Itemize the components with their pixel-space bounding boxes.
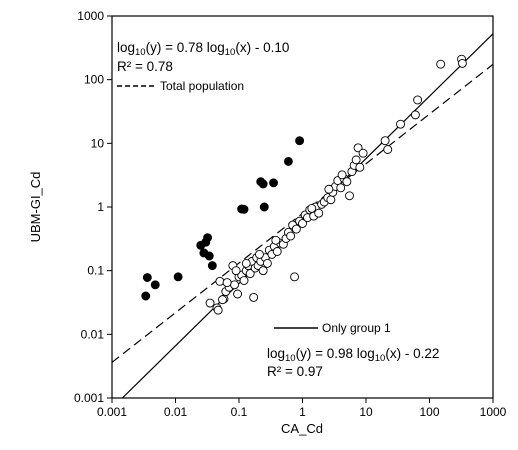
point-open [272, 247, 282, 256]
y-tick-label: 1 [97, 200, 104, 214]
point-open [355, 162, 365, 172]
point-open [205, 298, 215, 308]
point-filled [295, 136, 305, 146]
point-open [345, 191, 354, 201]
point-open [290, 272, 300, 282]
point-open [358, 148, 368, 158]
point-open [342, 177, 352, 187]
point-open [245, 269, 255, 279]
point-open [410, 110, 420, 120]
point-open [326, 195, 336, 205]
x-tick-label: 0.1 [231, 405, 248, 419]
axis-ticks [107, 15, 494, 403]
point-open [336, 183, 346, 193]
point-filled [259, 202, 269, 212]
point-open [258, 266, 268, 276]
point-open [457, 58, 467, 68]
point-open [337, 170, 347, 180]
point-open [286, 231, 296, 241]
y-tick-label: 0.01 [81, 327, 105, 341]
point-open [396, 119, 405, 129]
point-open [314, 208, 324, 218]
point-open [231, 266, 241, 276]
point-open [215, 276, 225, 286]
point-filled [283, 156, 293, 166]
point-filled [204, 251, 214, 261]
point-open [262, 258, 272, 268]
group1-legend-label: Only group 1 [322, 321, 391, 335]
y-tick-label: 1000 [77, 9, 104, 23]
point-open [383, 145, 393, 154]
x-axis-title: CA_Cd [281, 421, 323, 436]
point-open [218, 295, 227, 305]
point-open [255, 249, 264, 259]
point-filled [269, 178, 278, 188]
point-open [307, 203, 317, 213]
x-tick-label: 1 [299, 405, 306, 419]
point-open [413, 95, 423, 105]
point-open [291, 224, 301, 234]
point-open [380, 136, 390, 146]
point-open [298, 219, 307, 228]
group1-equation: log10(y) = 0.98 log10(x) - 0.22 [267, 346, 439, 364]
data-points [141, 54, 467, 315]
point-open [353, 143, 363, 153]
point-filled [173, 272, 183, 282]
point-filled [258, 179, 268, 189]
point-open [239, 276, 249, 285]
point-open [436, 59, 446, 69]
point-open [233, 289, 243, 299]
point-open [213, 305, 223, 315]
point-filled [150, 280, 160, 290]
point-filled [142, 273, 152, 282]
x-tick-label: 0.01 [164, 405, 188, 419]
point-open [324, 184, 334, 194]
point-open [249, 292, 259, 302]
point-filled [207, 261, 217, 271]
x-tick-label: 0.001 [97, 405, 127, 419]
point-open [230, 280, 239, 290]
group1-r2: R² = 0.97 [267, 364, 323, 379]
y-tick-label: 100 [84, 73, 104, 87]
total-equation: log10(y) = 0.78 log10(x) - 0.10 [117, 40, 289, 58]
point-filled [141, 291, 151, 301]
x-tick-label: 10 [359, 405, 373, 419]
x-tick-label: 1000 [480, 405, 507, 419]
point-filled [239, 204, 249, 214]
point-open [271, 235, 281, 245]
point-open [241, 258, 251, 268]
point-open [351, 155, 361, 165]
axis-tick-labels: 0.001 0.01 0.1 1 10 100 1000 0.001 0.01 0.1 1 10 100… [74, 9, 507, 419]
y-tick-label: 10 [91, 136, 105, 150]
y-tick-label: 0.001 [74, 391, 104, 405]
total-r2: R² = 0.78 [117, 59, 173, 74]
x-tick-label: 100 [419, 405, 439, 419]
y-tick-label: 0.1 [87, 264, 104, 278]
total-legend-label: Total population [160, 79, 244, 93]
point-filled [203, 233, 213, 243]
y-axis-title: UBM-GI_Cd [28, 172, 43, 243]
point-open [222, 278, 232, 288]
